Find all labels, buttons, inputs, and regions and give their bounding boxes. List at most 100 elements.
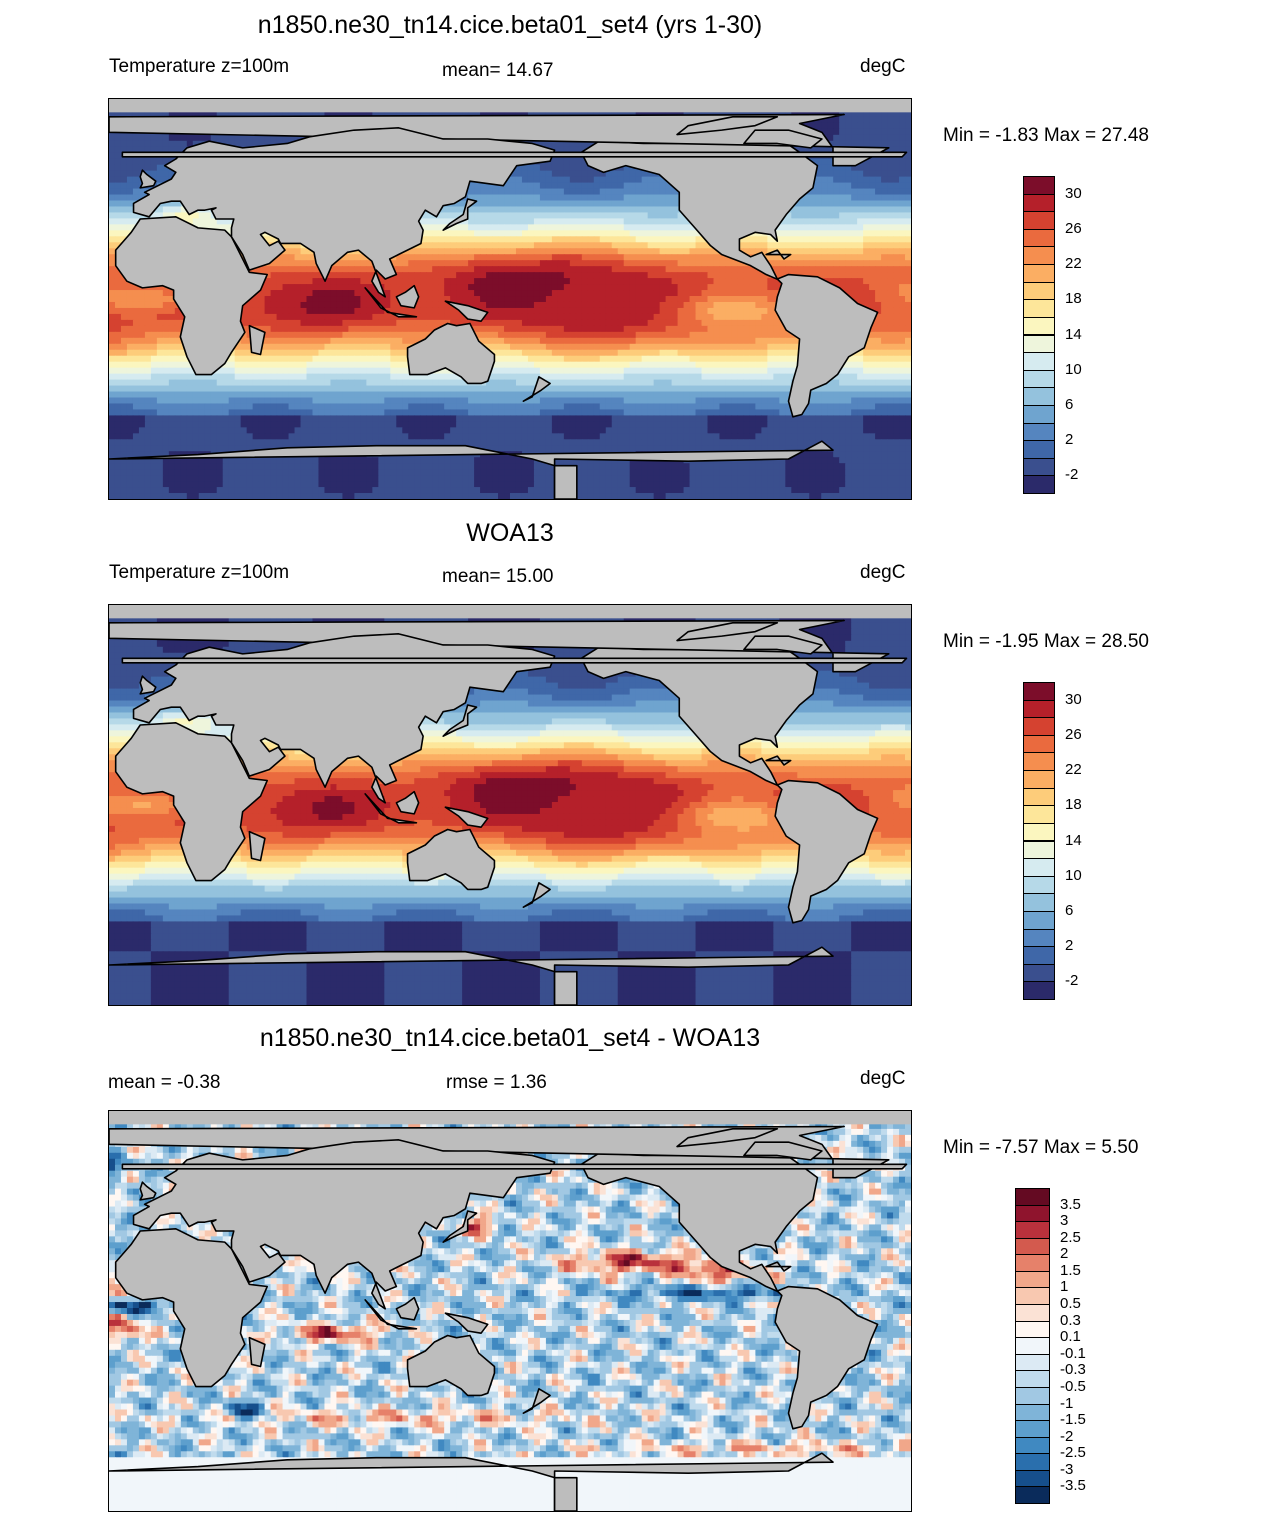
- continent: [132, 1139, 556, 1310]
- panel-1-field: [109, 99, 911, 499]
- continent: [743, 129, 823, 149]
- panel-2-units-label: degC: [860, 562, 905, 584]
- continent: [444, 300, 489, 322]
- continent: [444, 1312, 489, 1334]
- panel-1-minmax-label: Min = -1.83 Max = 27.48: [943, 125, 1149, 147]
- continent: [444, 806, 489, 828]
- colorbar-swatch: [1015, 1337, 1050, 1355]
- panel-2-variable-label: Temperature z=100m: [109, 562, 289, 584]
- colorbar-swatch: [1023, 875, 1055, 895]
- colorbar-swatch: [1015, 1486, 1050, 1504]
- colorbar-swatch: [1015, 1469, 1050, 1488]
- colorbar-label: -0.5: [1060, 1378, 1086, 1395]
- continent: [395, 790, 420, 815]
- continent: [765, 755, 792, 766]
- colorbar-swatch: [1023, 858, 1055, 877]
- continent: [132, 633, 556, 804]
- colorbar-swatch: [1023, 893, 1055, 912]
- colorbar-label: -3.5: [1060, 1477, 1086, 1494]
- colorbar-swatch: [1015, 1370, 1050, 1388]
- continent: [774, 273, 879, 418]
- continent: [442, 1210, 478, 1243]
- continent: [743, 1141, 823, 1161]
- colorbar-label: -2: [1065, 972, 1078, 989]
- colorbar-swatch: [1023, 752, 1055, 772]
- continent: [774, 779, 879, 924]
- continent: [553, 970, 578, 1005]
- colorbar-label: 0.1: [1060, 1328, 1081, 1345]
- colorbar-swatch: [1023, 475, 1055, 494]
- panel-1-colorbar: 30 26 22 18 14 10 6 2 -2: [1023, 176, 1082, 494]
- continent: [248, 1336, 266, 1368]
- colorbar-swatch: [1023, 316, 1055, 336]
- colorbar-swatch: [1023, 387, 1055, 406]
- colorbar-swatch: [1023, 440, 1055, 459]
- colorbar-swatch: [1023, 717, 1055, 736]
- colorbar-label: 14: [1065, 326, 1082, 343]
- colorbar-label: 26: [1065, 726, 1082, 743]
- colorbar-label: 18: [1065, 796, 1082, 813]
- continent: [109, 946, 834, 1005]
- colorbar-label: 2: [1065, 937, 1073, 954]
- continent: [114, 216, 269, 376]
- continent: [765, 1261, 792, 1272]
- colorbar-swatch: [1015, 1287, 1050, 1306]
- colorbar-label: 6: [1065, 902, 1073, 919]
- colorbar-swatch: [1023, 822, 1055, 842]
- panel-3-mean-label: mean = -0.38: [108, 1072, 221, 1094]
- continent: [774, 1285, 879, 1430]
- continent: [442, 704, 478, 737]
- colorbar-swatch: [1015, 1403, 1050, 1422]
- colorbar-label: 0.5: [1060, 1295, 1081, 1312]
- colorbar-swatch: [1015, 1353, 1050, 1372]
- panel-3-minmax-label: Min = -7.57 Max = 5.50: [943, 1137, 1138, 1159]
- continent: [121, 151, 908, 158]
- colorbar-label: -1.5: [1060, 1411, 1086, 1428]
- panel-3-title: n1850.ne30_tn14.cice.beta01_set4 - WOA13: [0, 1024, 1020, 1053]
- continent: [406, 322, 496, 385]
- colorbar-swatch: [1023, 299, 1055, 318]
- continent: [522, 1388, 551, 1414]
- continent: [522, 882, 551, 908]
- continent: [553, 464, 578, 499]
- colorbar-swatch: [1015, 1270, 1050, 1289]
- colorbar-label: 0.3: [1060, 1312, 1081, 1329]
- colorbar-swatch: [1023, 963, 1055, 983]
- panel-2-map: [108, 604, 912, 1006]
- colorbar-swatch: [1023, 228, 1055, 248]
- colorbar-label: 30: [1065, 185, 1082, 202]
- colorbar-swatch: [1023, 264, 1055, 283]
- colorbar-swatch: [1023, 946, 1055, 965]
- continent: [676, 116, 779, 136]
- colorbar-label: 10: [1065, 361, 1082, 378]
- panel-2-mean-label: mean= 15.00: [442, 566, 553, 588]
- colorbar-label: 22: [1065, 761, 1082, 778]
- colorbar-swatch: [1015, 1386, 1050, 1405]
- arctic-mask: [109, 99, 911, 113]
- colorbar-swatch: [1015, 1204, 1050, 1223]
- continent: [364, 1299, 418, 1330]
- colorbar-swatch: [1023, 281, 1055, 301]
- colorbar-swatch: [1023, 682, 1055, 701]
- colorbar-label: 1.5: [1060, 1262, 1081, 1279]
- panel-3-colorbar: 3.5 3 2.5 2 1.5 1 0.5 0.3 0.1 -0.1 -0.3 -0.5 -1 -1.5-…: [1015, 1188, 1086, 1504]
- colorbar-swatch: [1015, 1237, 1050, 1256]
- colorbar-label: 22: [1065, 255, 1082, 272]
- continent: [442, 198, 478, 231]
- colorbar-swatch: [1023, 369, 1055, 389]
- panel-1-units-label: degC: [860, 56, 905, 78]
- continent: [364, 793, 418, 824]
- continent: [248, 324, 266, 356]
- colorbar-swatch: [1015, 1436, 1050, 1455]
- colorbar-swatch: [1023, 787, 1055, 807]
- panel-1-variable-label: Temperature z=100m: [109, 56, 289, 78]
- panel-1-title: n1850.ne30_tn14.cice.beta01_set4 (yrs 1-…: [0, 11, 1020, 40]
- continent: [139, 1181, 157, 1201]
- colorbar-swatch: [1023, 193, 1055, 213]
- panel-2-field: [109, 605, 911, 1005]
- continent: [406, 828, 496, 891]
- continent: [395, 284, 420, 309]
- colorbar-label: 18: [1065, 290, 1082, 307]
- colorbar-label: -1: [1060, 1395, 1073, 1412]
- panel-1-mean-label: mean= 14.67: [442, 60, 553, 82]
